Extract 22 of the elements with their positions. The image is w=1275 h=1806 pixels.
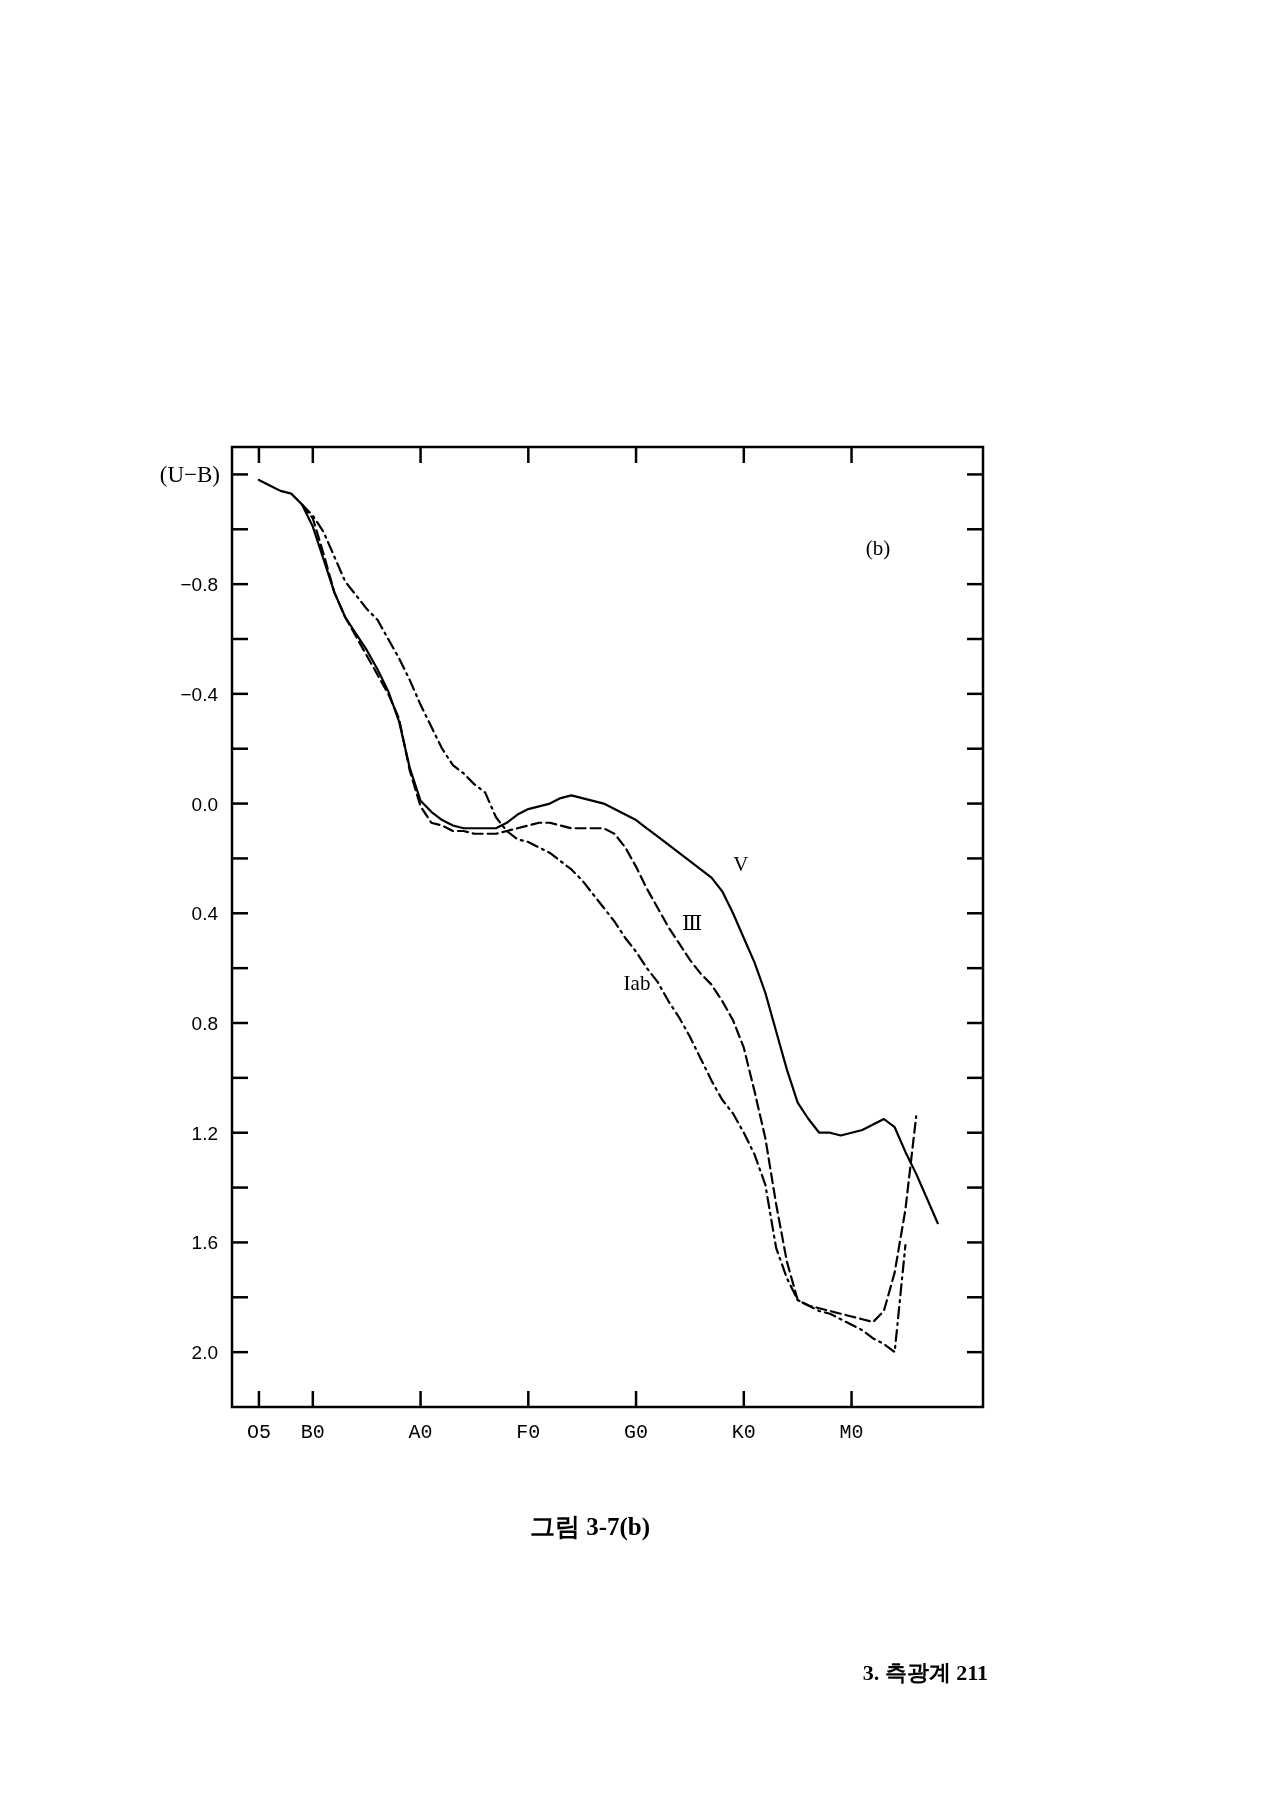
y-axis-title: (U−B) [159, 462, 220, 488]
annotation: (b) [865, 536, 891, 560]
series-label: Iab [623, 970, 651, 995]
series-label: V [733, 852, 749, 877]
x-tick-label: B0 [300, 1421, 325, 1444]
x-tick-label: A0 [408, 1421, 433, 1444]
y-tick-label: 1.6 [191, 1232, 218, 1254]
y-tick-label: −0.8 [180, 574, 218, 596]
y-tick-label: 0.8 [191, 1013, 218, 1034]
x-tick-label: F0 [516, 1421, 541, 1444]
y-tick-label: 0.0 [191, 793, 218, 815]
series-label: Ⅲ [681, 910, 703, 935]
x-tick-label: K0 [731, 1421, 756, 1444]
y-tick-label: −0.4 [180, 683, 219, 705]
x-tick-label: O5 [246, 1421, 271, 1444]
x-tick-label: M0 [839, 1421, 864, 1444]
caption: 그림 3-7(b) [529, 1513, 651, 1541]
x-tick-label: G0 [624, 1421, 649, 1444]
y-tick-label: 1.2 [191, 1122, 218, 1144]
text: 3. 측광계 211 [862, 1660, 988, 1685]
y-tick-label: 2.0 [191, 1342, 218, 1364]
y-tick-label: 0.4 [191, 903, 219, 925]
